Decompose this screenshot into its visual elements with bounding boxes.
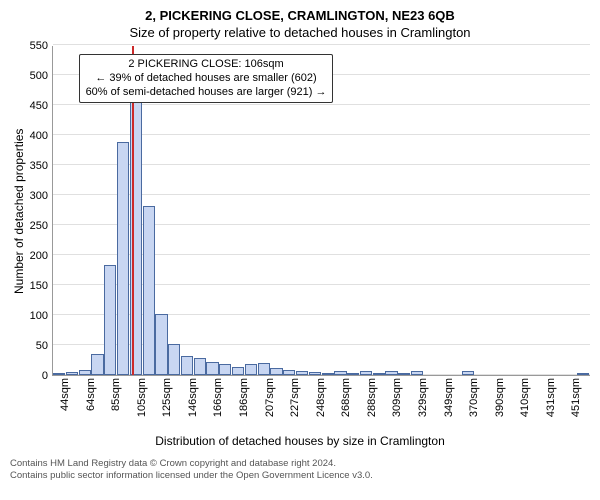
histogram-bar bbox=[219, 364, 231, 375]
histogram-bar bbox=[245, 364, 257, 375]
histogram-bar bbox=[385, 371, 397, 375]
histogram-bar bbox=[117, 142, 129, 375]
x-tick: 186sqm bbox=[238, 378, 250, 417]
x-tick: 349sqm bbox=[443, 378, 455, 417]
histogram-bar bbox=[462, 371, 474, 375]
histogram-bar bbox=[104, 265, 116, 375]
footer-line-2: Contains public sector information licen… bbox=[10, 470, 590, 482]
histogram-bar bbox=[398, 373, 410, 375]
x-tick: 85sqm bbox=[110, 378, 122, 411]
x-tick: 288sqm bbox=[366, 378, 378, 417]
histogram-bar bbox=[347, 373, 359, 375]
chart-title: 2, PICKERING CLOSE, CRAMLINGTON, NE23 6Q… bbox=[10, 8, 590, 23]
callout-box: 2 PICKERING CLOSE: 106sqm ← 39% of detac… bbox=[79, 54, 334, 103]
x-axis-label: Distribution of detached houses by size … bbox=[10, 434, 590, 448]
histogram-bar bbox=[155, 314, 167, 375]
histogram-bar bbox=[79, 370, 91, 375]
histogram-bar bbox=[258, 363, 270, 375]
x-tick: 248sqm bbox=[315, 378, 327, 417]
histogram-bar bbox=[168, 344, 180, 375]
footer-line-1: Contains HM Land Registry data © Crown c… bbox=[10, 458, 590, 470]
x-tick: 227sqm bbox=[289, 378, 301, 417]
histogram-bar bbox=[66, 372, 78, 375]
x-tick: 451sqm bbox=[570, 378, 582, 417]
x-tick: 390sqm bbox=[494, 378, 506, 417]
histogram-bar bbox=[296, 371, 308, 375]
x-tick: 64sqm bbox=[85, 378, 97, 411]
callout-line-3: 60% of semi-detached houses are larger (… bbox=[86, 86, 327, 100]
x-tick: 370sqm bbox=[468, 378, 480, 417]
callout-line-2: ← 39% of detached houses are smaller (60… bbox=[86, 72, 327, 86]
y-axis-label: Number of detached properties bbox=[10, 46, 26, 376]
histogram-bar bbox=[309, 372, 321, 375]
x-tick: 44sqm bbox=[59, 378, 71, 411]
histogram-bar bbox=[322, 373, 334, 375]
histogram-bar bbox=[577, 373, 589, 375]
plot-area: 2 PICKERING CLOSE: 106sqm ← 39% of detac… bbox=[52, 46, 590, 376]
histogram-bar bbox=[360, 371, 372, 375]
y-axis-ticks: 550500450400350300250200150100500 bbox=[26, 46, 52, 376]
histogram-bar bbox=[411, 371, 423, 375]
histogram-bar bbox=[181, 356, 193, 375]
histogram-bar bbox=[373, 373, 385, 375]
x-tick: 309sqm bbox=[391, 378, 403, 417]
x-tick: 410sqm bbox=[519, 378, 531, 417]
histogram-bar bbox=[270, 368, 282, 375]
histogram-bar bbox=[53, 373, 65, 375]
callout-line-1: 2 PICKERING CLOSE: 106sqm bbox=[86, 58, 327, 72]
grid-line bbox=[53, 44, 590, 45]
histogram-bar bbox=[194, 358, 206, 375]
x-axis-ticks: 44sqm 64sqm 85sqm 105sqm 125sqm 146sqm 166sqm 1… bbox=[50, 376, 590, 432]
x-tick: 105sqm bbox=[136, 378, 148, 417]
histogram-bar bbox=[206, 362, 218, 375]
chart-subtitle: Size of property relative to detached ho… bbox=[10, 25, 590, 40]
x-tick: 268sqm bbox=[340, 378, 352, 417]
attribution-footer: Contains HM Land Registry data © Crown c… bbox=[10, 458, 590, 482]
histogram-bar bbox=[91, 354, 103, 375]
histogram-bar bbox=[143, 206, 155, 375]
histogram-bar bbox=[334, 371, 346, 375]
histogram-bar bbox=[232, 367, 244, 375]
x-tick: 146sqm bbox=[187, 378, 199, 417]
x-tick: 329sqm bbox=[417, 378, 429, 417]
x-tick: 125sqm bbox=[161, 378, 173, 417]
x-tick: 166sqm bbox=[212, 378, 224, 417]
x-tick: 431sqm bbox=[545, 378, 557, 417]
x-tick: 207sqm bbox=[264, 378, 276, 417]
property-size-chart: 2, PICKERING CLOSE, CRAMLINGTON, NE23 6Q… bbox=[0, 0, 600, 500]
histogram-bar bbox=[283, 370, 295, 375]
